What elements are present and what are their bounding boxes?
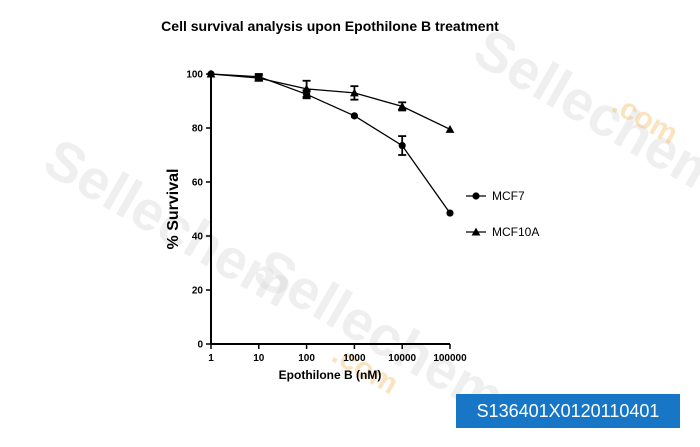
x-tick-label: 100000: [433, 353, 467, 364]
legend-marker: [471, 227, 481, 236]
x-tick-label: 1: [208, 353, 214, 364]
legend-item: MCF10A: [466, 225, 539, 239]
data-point: [445, 124, 455, 133]
series-layer: [206, 69, 455, 217]
legend: MCF7 MCF10A: [466, 189, 539, 239]
watermark: Sellechem Sellechem Sellechem .com .com: [34, 16, 700, 429]
legend-marker: [472, 192, 480, 200]
data-point: [397, 102, 407, 110]
data-point: [350, 88, 359, 97]
y-tick-label: 100: [186, 70, 203, 81]
y-tick-label: 0: [197, 340, 203, 351]
x-axis-label: Epothilone B (nM): [279, 368, 382, 382]
legend-label: MCF7: [492, 189, 525, 203]
series-line: [210, 73, 451, 214]
y-axis-label: % Survival: [165, 169, 182, 250]
catalog-code: S136401X0120110401: [456, 394, 680, 428]
y-tick-label: 80: [192, 124, 204, 135]
data-point: [446, 209, 454, 217]
series-mcf10a: [206, 69, 455, 133]
x-tick-label: 1000: [343, 353, 366, 364]
series-line: [210, 73, 451, 130]
data-point: [350, 112, 358, 120]
y-tick-label: 60: [192, 178, 204, 189]
y-tick-label: 40: [192, 232, 204, 243]
data-point: [254, 73, 264, 82]
legend-item: MCF7: [466, 189, 525, 203]
series-mcf7: [207, 70, 454, 217]
chart-title: Cell survival analysis upon Epothilone B…: [161, 18, 499, 34]
x-tick-label: 10000: [388, 353, 416, 364]
x-ticks: 1 10 100 1000 10000 100000: [208, 344, 467, 364]
x-tick-label: 100: [298, 353, 315, 364]
legend-label: MCF10A: [492, 225, 539, 239]
x-tick-label: 10: [253, 353, 265, 364]
data-point: [302, 84, 311, 93]
data-point: [398, 141, 406, 150]
y-tick-label: 20: [192, 286, 204, 297]
data-point: [206, 69, 216, 78]
